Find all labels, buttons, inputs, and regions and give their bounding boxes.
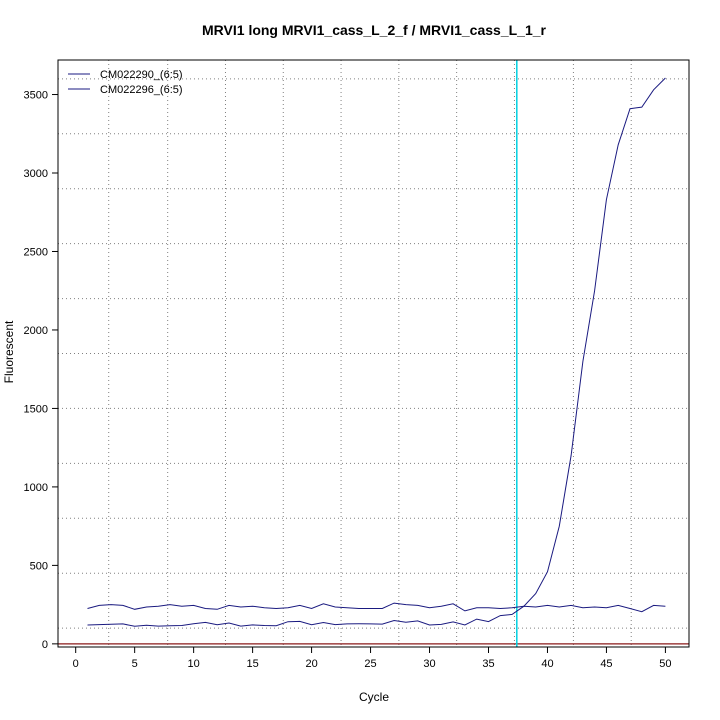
x-tick-label: 5 — [132, 658, 138, 670]
series-layer — [87, 77, 666, 627]
legend: CM022290_(6:5) CM022296_(6:5) — [68, 69, 183, 96]
y-tick-label: 3000 — [24, 168, 48, 180]
x-tick-label: 35 — [482, 658, 494, 670]
y-tick-label: 1500 — [24, 403, 48, 415]
x-axis-label: Cycle — [359, 690, 389, 704]
y-tick-label: 2000 — [24, 325, 48, 337]
series-line-2 — [87, 602, 666, 613]
y-tick-label: 2500 — [24, 246, 48, 258]
x-tick-label: 15 — [246, 658, 258, 670]
legend-label-2: CM022296_(6:5) — [100, 84, 183, 96]
x-tick-label: 45 — [600, 658, 612, 670]
x-tick-label: 30 — [423, 658, 435, 670]
series-line-1 — [87, 77, 666, 627]
chart-title: MRVI1 long MRVI1_cass_L_2_f / MRVI1_cass… — [202, 22, 547, 38]
plot-frame — [57, 59, 690, 648]
x-tick-label: 25 — [364, 658, 376, 670]
x-tick-label: 50 — [659, 658, 671, 670]
y-tick-label: 1000 — [24, 482, 48, 494]
y-tick-label: 3500 — [24, 90, 48, 102]
legend-label-1: CM022290_(6:5) — [100, 69, 183, 81]
x-tick-label: 10 — [188, 658, 200, 670]
x-tick-label: 20 — [305, 658, 317, 670]
y-tick-label: 500 — [30, 560, 48, 572]
axis-layer: 0 5 10 15 20 25 30 35 40 45 5005001000150020002500… — [24, 90, 672, 670]
x-tick-label: 0 — [73, 658, 79, 670]
x-tick-label: 40 — [541, 658, 553, 670]
y-axis-label: Fluorescent — [2, 320, 16, 383]
y-tick-label: 0 — [42, 639, 48, 651]
reference-lines — [58, 60, 689, 647]
